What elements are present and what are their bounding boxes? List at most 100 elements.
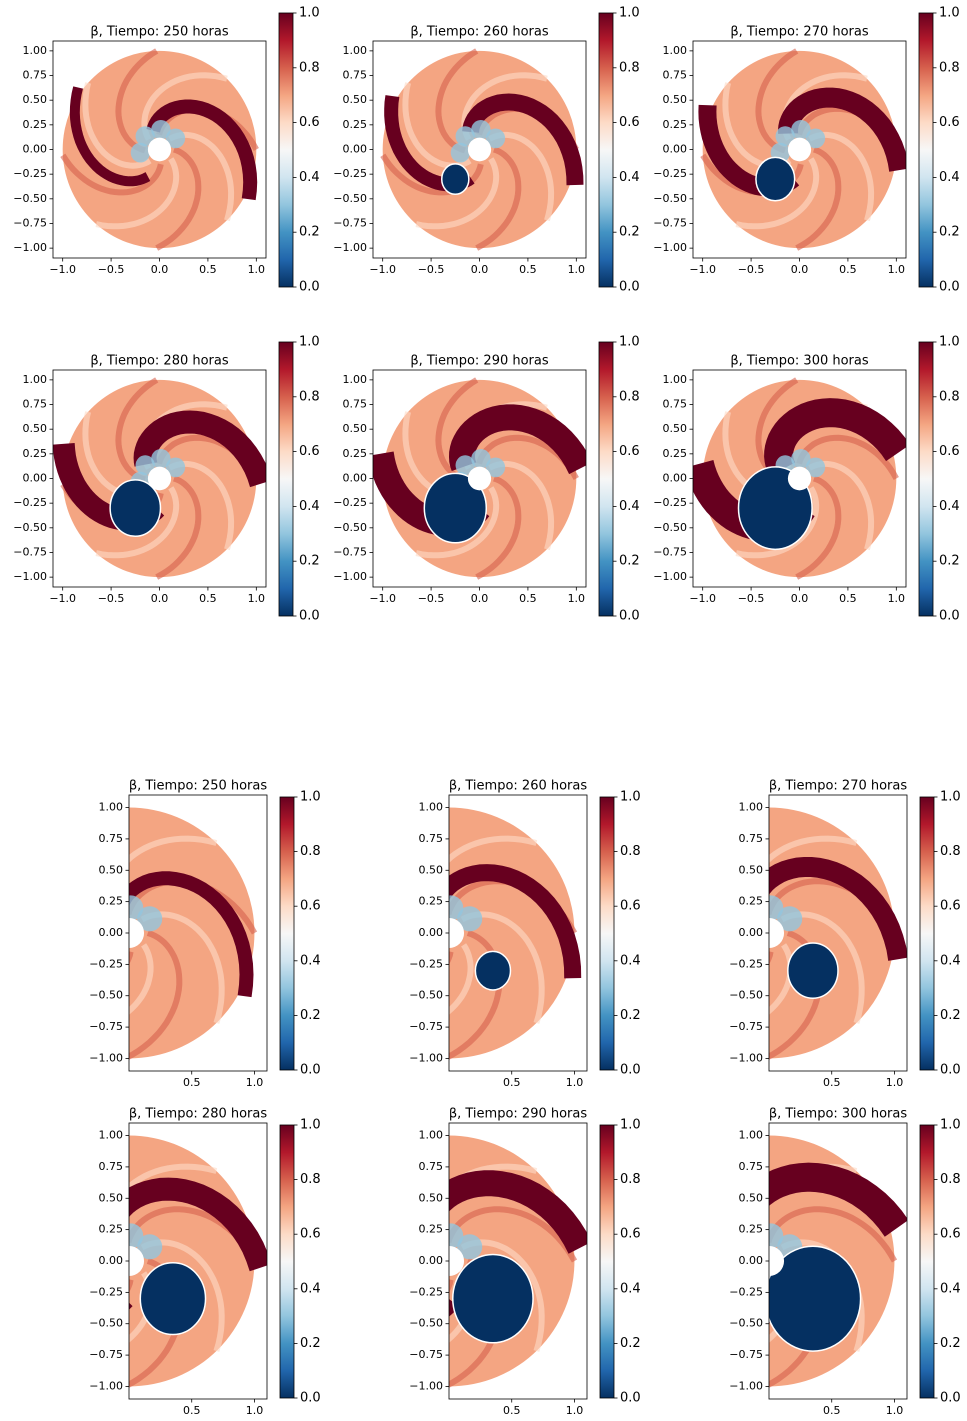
y-tick-label: −0.25 (729, 1285, 763, 1298)
field (699, 380, 898, 577)
y-tick-label: −0.75 (13, 545, 47, 558)
colorbar (920, 797, 934, 1070)
field (4, 1136, 261, 1387)
x-tick-label: 0.0 (471, 592, 489, 605)
colorbar-tick-label: 0.0 (300, 1391, 321, 1406)
y-tick-label: −1.00 (13, 570, 47, 583)
y-tick-label: −0.25 (653, 496, 687, 509)
y-tick-label: 0.00 (99, 1254, 124, 1267)
y-tick-label: 1.00 (739, 801, 764, 814)
y-tick-label: −0.75 (333, 216, 367, 229)
colorbar-tick-label: 0.0 (939, 609, 960, 624)
colorbar (279, 342, 293, 616)
y-tick-label: 0.00 (739, 926, 764, 939)
colorbar (599, 13, 613, 287)
x-tick-label: 1.0 (246, 1404, 264, 1417)
x-tick-label: −1.0 (689, 263, 716, 276)
colorbar-tick-label: 0.8 (300, 1172, 321, 1187)
y-tick-label: 0.00 (23, 472, 48, 485)
y-tick-label: −0.75 (729, 1020, 763, 1033)
y-tick-label: −0.50 (729, 989, 763, 1002)
x-tick-label: −1.0 (49, 263, 76, 276)
y-tick-label: 0.00 (343, 143, 368, 156)
subplot: β, Tiempo: 300 horas0.51.01.000.750.500.… (639, 1107, 961, 1418)
y-tick-label: 0.75 (23, 398, 48, 411)
y-tick-label: 0.50 (343, 422, 368, 435)
colorbar (279, 13, 293, 287)
colorbar-tick-label: 0.6 (300, 1227, 321, 1242)
y-tick-label: −1.00 (729, 1379, 763, 1392)
y-tick-label: −0.50 (409, 989, 443, 1002)
subplot-title: β, Tiempo: 260 horas (449, 779, 588, 794)
figure: β, Tiempo: 250 horas−1.0−0.50.00.51.01.0… (0, 0, 967, 1421)
blob (442, 164, 469, 194)
colorbar-tick-label: 0.0 (299, 280, 320, 295)
y-tick-label: 0.75 (23, 69, 48, 82)
y-tick-label: 0.50 (663, 93, 688, 106)
colorbar-tick-label: 0.4 (299, 170, 320, 185)
y-tick-label: 0.50 (99, 1191, 124, 1204)
field (381, 380, 581, 577)
x-tick-label: 1.0 (566, 1404, 584, 1417)
y-tick-label: 1.00 (99, 801, 124, 814)
y-tick-label: 0.50 (99, 863, 124, 876)
colorbar-tick-label: 0.6 (619, 444, 640, 459)
y-tick-label: −0.75 (13, 216, 47, 229)
y-tick-label: 0.00 (663, 143, 688, 156)
x-tick-label: 0.5 (183, 1404, 201, 1417)
field (703, 51, 899, 248)
colorbar-tick-label: 1.0 (619, 335, 640, 350)
colorbar-tick-label: 1.0 (940, 790, 961, 805)
inner-hole (148, 467, 171, 491)
colorbar-tick-label: 0.8 (940, 844, 961, 859)
colorbar-tick-label: 0.6 (299, 115, 320, 130)
y-tick-label: 0.75 (343, 398, 368, 411)
y-tick-label: −0.75 (333, 545, 367, 558)
colorbar-tick-label: 0.8 (620, 1172, 641, 1187)
y-tick-label: −0.25 (409, 957, 443, 970)
y-tick-label: −1.00 (333, 570, 367, 583)
colorbar-tick-label: 0.2 (299, 554, 320, 569)
y-tick-label: −0.75 (89, 1348, 123, 1361)
x-tick-label: 1.0 (888, 263, 906, 276)
colorbar-tick-label: 0.6 (619, 115, 640, 130)
colorbar-tick-label: 1.0 (939, 6, 960, 21)
colorbar-tick-label: 0.8 (939, 60, 960, 75)
y-tick-label: −0.25 (333, 167, 367, 180)
y-tick-label: −1.00 (653, 241, 687, 254)
y-tick-label: 0.00 (663, 472, 688, 485)
y-tick-label: 0.25 (343, 118, 368, 131)
y-tick-label: −0.50 (653, 521, 687, 534)
y-tick-label: −1.00 (729, 1051, 763, 1064)
subplot-title: β, Tiempo: 260 horas (410, 25, 549, 40)
y-tick-label: 1.00 (343, 373, 368, 386)
blob (756, 157, 795, 200)
colorbar-tick-label: 1.0 (299, 335, 320, 350)
colorbar-tick-label: 0.8 (300, 844, 321, 859)
colorbar (919, 13, 933, 287)
y-tick-label: 0.25 (419, 895, 444, 908)
colorbar-tick-label: 0.4 (940, 953, 961, 968)
field (644, 808, 899, 1059)
colorbar-tick-label: 0.6 (620, 1227, 641, 1242)
x-tick-label: 1.0 (566, 1076, 584, 1089)
y-tick-label: −1.00 (409, 1379, 443, 1392)
y-tick-label: 0.75 (419, 832, 444, 845)
colorbar-tick-label: 0.6 (300, 899, 321, 914)
field (63, 51, 257, 248)
x-tick-label: 0.0 (791, 592, 809, 605)
x-tick-label: 0.5 (519, 592, 537, 605)
y-tick-label: 1.00 (739, 1129, 764, 1142)
colorbar-tick-label: 0.8 (299, 60, 320, 75)
x-tick-label: 1.0 (568, 592, 586, 605)
y-tick-label: 0.50 (419, 1191, 444, 1204)
y-tick-label: 0.50 (663, 422, 688, 435)
y-tick-label: 1.00 (23, 44, 48, 57)
subplot: β, Tiempo: 290 horas−1.0−0.50.00.51.01.0… (333, 335, 639, 624)
x-tick-label: −0.5 (418, 263, 445, 276)
colorbar-tick-label: 0.4 (300, 953, 321, 968)
colorbar-tick-label: 1.0 (300, 1118, 321, 1133)
colorbar-tick-label: 0.2 (939, 225, 960, 240)
colorbar-tick-label: 0.4 (619, 170, 640, 185)
